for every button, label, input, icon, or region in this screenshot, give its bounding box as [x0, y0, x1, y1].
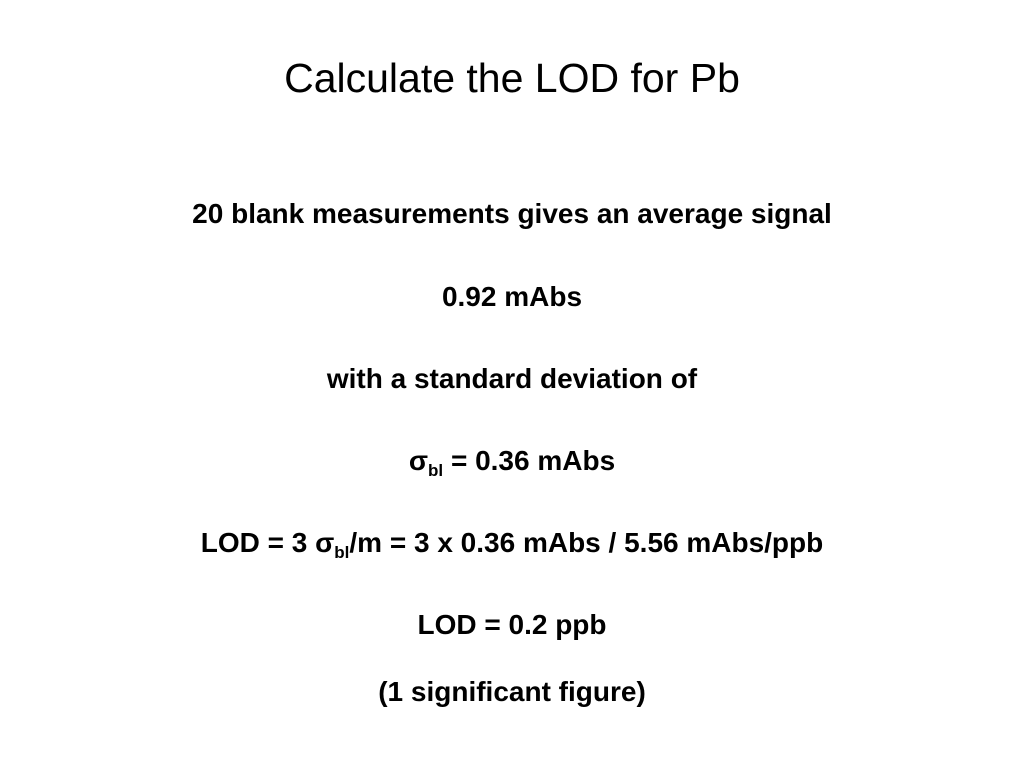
text-line: with a standard deviation of — [326, 363, 698, 394]
text-line: (1 significant figure) — [378, 676, 646, 707]
text-line: LOD = 0.2 ppb — [417, 609, 607, 640]
text-line: 0.92 mAbs — [441, 281, 583, 312]
text: σ — [408, 445, 428, 476]
text: LOD = 3 σ — [200, 527, 335, 558]
slide-title: Calculate the LOD for Pb — [284, 55, 740, 101]
text-line: LOD = 3 σbl/m = 3 x 0.36 mAbs / 5.56 mAb… — [0, 526, 1024, 562]
text-line: σbl = 0.36 mAbs — [0, 444, 1024, 480]
text: /m = 3 x 0.36 mAbs / 5.56 mAbs/ppb — [349, 527, 824, 558]
subscript: bl — [428, 461, 444, 480]
text: = 0.36 mAbs — [450, 445, 616, 476]
text-line: 20 blank measurements gives an average s… — [192, 198, 832, 229]
subscript: bl — [334, 543, 350, 562]
